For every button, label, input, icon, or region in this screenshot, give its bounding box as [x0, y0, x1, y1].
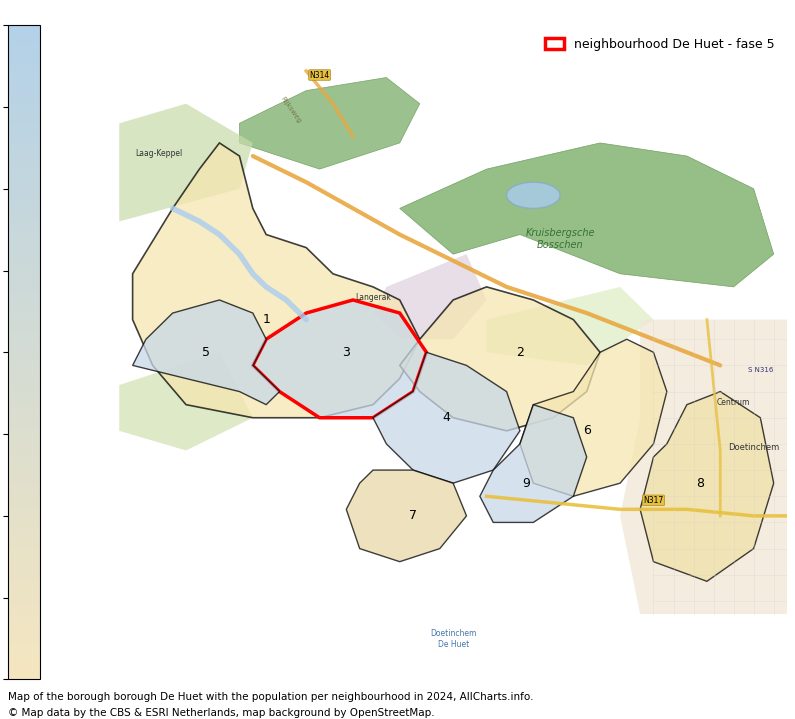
Polygon shape	[487, 287, 653, 365]
Text: 4: 4	[443, 411, 451, 424]
Text: Centrum: Centrum	[717, 398, 750, 407]
Text: Rijksweg: Rijksweg	[280, 96, 302, 124]
Text: 8: 8	[696, 477, 704, 490]
Text: 3: 3	[343, 346, 351, 359]
Text: Map of the borough borough De Huet with the population per neighbourhood in 2024: Map of the borough borough De Huet with …	[8, 692, 533, 702]
Text: N317: N317	[643, 496, 664, 505]
Text: © Map data by the CBS & ESRI Netherlands, map background by OpenStreetMap.: © Map data by the CBS & ESRI Netherlands…	[8, 708, 435, 718]
Polygon shape	[239, 78, 420, 169]
Text: Langerak: Langerak	[355, 293, 391, 302]
Text: N314: N314	[309, 70, 330, 80]
Polygon shape	[480, 405, 587, 523]
Text: 7: 7	[409, 509, 417, 523]
Polygon shape	[347, 470, 467, 562]
Ellipse shape	[506, 182, 560, 209]
Polygon shape	[373, 352, 520, 483]
Polygon shape	[373, 254, 487, 339]
Polygon shape	[640, 392, 774, 581]
Text: Doetinchem: Doetinchem	[728, 444, 779, 452]
Text: 5: 5	[202, 346, 210, 359]
Text: S N316: S N316	[747, 367, 773, 373]
Polygon shape	[400, 287, 600, 431]
Polygon shape	[119, 352, 253, 450]
Polygon shape	[253, 300, 426, 418]
Text: Laag-Keppel: Laag-Keppel	[136, 149, 183, 158]
Polygon shape	[620, 319, 787, 614]
Text: Kruisbergsche
Bosschen: Kruisbergsche Bosschen	[525, 228, 595, 249]
Polygon shape	[133, 143, 420, 418]
Polygon shape	[520, 339, 667, 496]
Polygon shape	[400, 143, 774, 287]
Text: Doetinchem
De Huet: Doetinchem De Huet	[430, 629, 476, 649]
Text: 1: 1	[262, 313, 270, 326]
Legend: neighbourhood De Huet - fase 5: neighbourhood De Huet - fase 5	[539, 32, 781, 57]
Polygon shape	[119, 104, 253, 221]
Text: 6: 6	[583, 424, 591, 437]
Text: 9: 9	[522, 477, 530, 490]
Text: 2: 2	[516, 346, 524, 359]
Polygon shape	[133, 300, 280, 405]
